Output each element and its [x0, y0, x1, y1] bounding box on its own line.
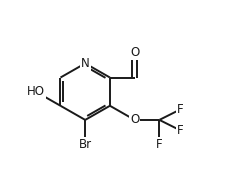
Text: F: F [177, 103, 184, 116]
Text: HO: HO [27, 85, 45, 98]
Text: F: F [156, 138, 163, 151]
Text: F: F [177, 124, 184, 137]
Text: N: N [81, 57, 90, 70]
Text: O: O [130, 113, 139, 126]
Text: Br: Br [79, 138, 92, 151]
Text: O: O [130, 46, 139, 59]
